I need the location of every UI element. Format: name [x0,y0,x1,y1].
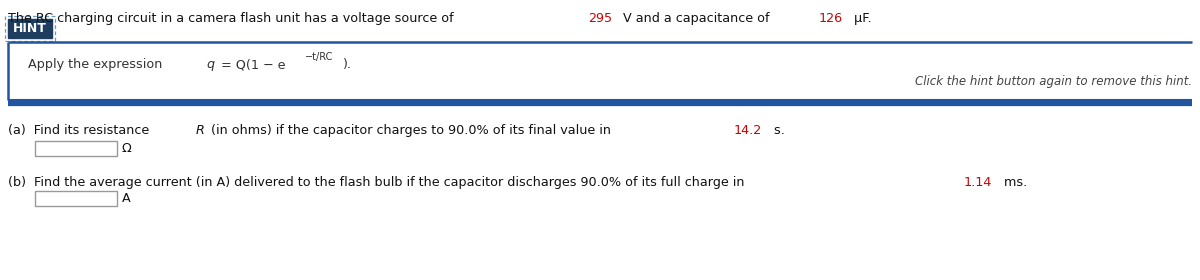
Text: 1.14: 1.14 [964,176,992,189]
Text: (b)  Find the average current (in A) delivered to the flash bulb if the capacito: (b) Find the average current (in A) deli… [8,176,749,189]
Text: Ω: Ω [122,142,132,155]
Text: ).: ). [342,58,352,71]
Text: 295: 295 [588,12,612,25]
Text: 126: 126 [818,12,842,25]
Text: (a)  Find its resistance: (a) Find its resistance [8,124,154,137]
Text: HINT: HINT [13,22,47,35]
Text: Apply the expression: Apply the expression [28,58,167,71]
Text: μF.: μF. [850,12,871,25]
FancyBboxPatch shape [35,190,118,206]
Text: R: R [196,124,204,137]
FancyBboxPatch shape [35,141,118,156]
Text: V and a capacitance of: V and a capacitance of [619,12,774,25]
Text: −t/RC: −t/RC [306,52,334,62]
Text: The RC charging circuit in a camera flash unit has a voltage source of: The RC charging circuit in a camera flas… [8,12,457,25]
Text: ms.: ms. [1000,176,1027,189]
Text: Click the hint button again to remove this hint.: Click the hint button again to remove th… [914,75,1192,88]
Text: A: A [122,192,131,205]
Text: 14.2: 14.2 [733,124,762,137]
Text: q: q [206,58,215,71]
FancyBboxPatch shape [8,19,52,38]
Text: (in ohms) if the capacitor charges to 90.0% of its final value in: (in ohms) if the capacitor charges to 90… [206,124,614,137]
Text: = Q(1 − e: = Q(1 − e [217,58,286,71]
Text: s.: s. [769,124,785,137]
